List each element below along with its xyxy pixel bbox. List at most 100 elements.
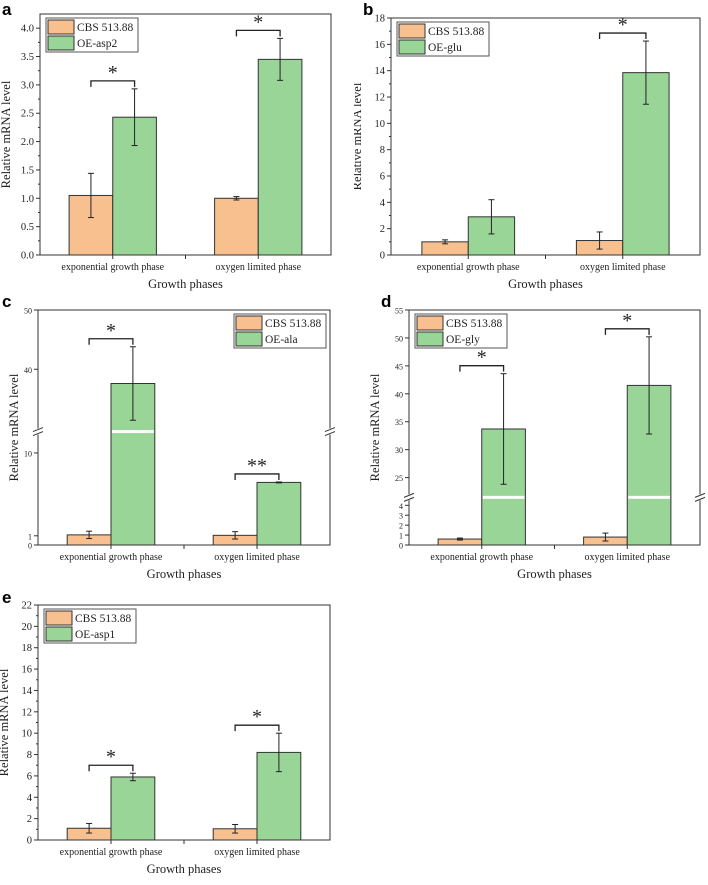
x-tick-label: oxygen limited phase [215,262,301,273]
legend-swatch [235,315,263,331]
y-tick-label: 2 [27,814,32,825]
y-tick-label: 25 [395,474,403,483]
panel-label: c [2,292,12,311]
axis-break-mask [695,494,705,501]
x-axis-label: Growth phases [147,567,222,581]
y-tick-label: 40 [24,366,32,375]
y-tick-label: 6 [380,172,385,183]
bar-break [112,430,154,434]
panel-label: e [2,588,12,607]
y-tick-label: 3.5 [21,52,34,63]
y-tick-label: 2 [380,224,385,235]
axis-break-mark [32,427,44,433]
x-tick-label: exponential growth phase [61,262,164,273]
legend-swatch [45,626,73,642]
significance-label: * [618,14,628,36]
y-tick-label: 10 [375,119,386,130]
y-tick-label: 0 [399,542,403,551]
x-tick-label: exponential growth phase [60,847,163,858]
y-tick-label: 4 [27,793,33,804]
legend-label: OE-glu [428,42,462,54]
axis-break-mark [403,496,415,502]
y-tick-label: 4 [380,198,386,209]
y-tick-label: 14 [22,686,33,697]
legend-label: CBS 513.88 [446,318,502,330]
panel-b: b 0 2 4 6 8 10 12 14 16 18 exponential growth phase… [350,0,708,292]
panel-c: c 0 1 10 40 50 exponential growth phase * oxygen… [0,292,354,584]
panel-d: d 0 1 2 3 4 25 30 35 40 45 50 55 exponential growth p… [354,292,708,584]
significance-bracket [598,32,647,40]
significance-label: * [106,746,116,768]
y-axis-label: Relative mRNA level [7,373,21,481]
y-tick-label: 50 [395,334,403,343]
significance-label: * [108,62,118,84]
legend: CBS 513.88 OE-asp1 [43,608,137,644]
axis-break-mask [325,428,335,435]
x-tick-label: oxygen limited phase [580,262,666,273]
x-tick-label: exponential growth phase [60,552,163,563]
legend-swatch [416,315,444,331]
y-tick-label: 4 [399,502,403,511]
significance-label: * [622,310,632,332]
y-tick-label: 0 [27,836,32,847]
y-tick-label: 45 [395,362,403,371]
chart-svg: 01 10 40 50 exponential growth phase * oxygen … [7,307,336,581]
significance-bracket [234,724,280,732]
y-tick-label: 30 [395,446,403,455]
y-tick-label: 3 [399,512,403,521]
y-tick-label: 1 [28,532,32,541]
chart-svg: 0 2 4 6 8 10 12 14 16 18 20 22 exponential growth ph… [0,601,331,876]
legend-swatch [398,23,426,39]
y-tick-label: 0.0 [21,251,34,262]
legend-label: OE-asp2 [77,38,117,50]
panel-label: a [2,0,12,19]
legend-label: CBS 513.88 [77,22,133,34]
x-tick-label: exponential growth phase [430,552,533,563]
y-tick-label: 1.5 [21,165,34,176]
y-tick-label: 14 [375,66,386,77]
y-tick-label: 18 [22,643,33,654]
legend: CBS 513.88 OE-gly [414,313,508,349]
panel-label: d [381,292,392,311]
x-tick-label: oxygen limited phase [214,552,300,563]
y-tick-label: 4.0 [21,24,34,35]
y-tick-label: 18 [375,14,386,25]
y-tick-label: 2.5 [21,109,34,120]
x-axis-label: Growth phases [508,277,583,291]
legend-label: OE-ala [265,334,298,346]
y-tick-label: 0 [380,251,385,262]
significance-label: * [252,706,262,728]
y-tick-label: 8 [380,145,385,156]
panel-e: e 0 2 4 6 8 10 12 14 16 18 20 22 exponential growth p… [0,588,354,880]
y-axis-label: Relative mRNA level [354,82,364,190]
y-tick-label: 8 [27,750,32,761]
y-axis-label: Relative mRNA level [0,668,11,776]
x-tick-label: oxygen limited phase [584,552,670,563]
bar-break [628,495,670,499]
significance-label: * [253,11,263,33]
panel-label: b [363,0,374,19]
bar-oe-asp1 [110,776,156,841]
y-tick-label: 12 [22,707,33,718]
legend: CBS 513.88 OE-asp2 [45,17,139,53]
chart-svg: 0.0 0.5 1.0 1.5 2.0 2.5 3.0 3.5 4.0 exponential g… [0,11,332,291]
y-tick-label: 40 [395,390,403,399]
x-tick-label: exponential growth phase [417,262,520,273]
axis-break-mark [324,431,336,437]
significance-bracket [234,473,280,480]
axis-break-mark [694,496,706,502]
y-tick-label: 10 [24,449,32,458]
significance-bracket [604,328,650,335]
axis-break-mask [33,428,43,435]
y-tick-label: 2 [399,522,403,531]
significance-bracket [88,338,134,345]
chart-svg: 0 2 4 6 8 10 12 14 16 18 exponential growth phase o… [350,14,701,291]
legend: CBS 513.88 OE-ala [233,313,327,349]
legend-swatch [235,331,263,347]
legend-label: OE-gly [446,334,480,346]
legend-swatch [47,19,75,35]
y-tick-label: 1.0 [21,194,34,205]
x-axis-label: Growth phases [148,277,223,291]
significance-label: * [106,320,116,342]
